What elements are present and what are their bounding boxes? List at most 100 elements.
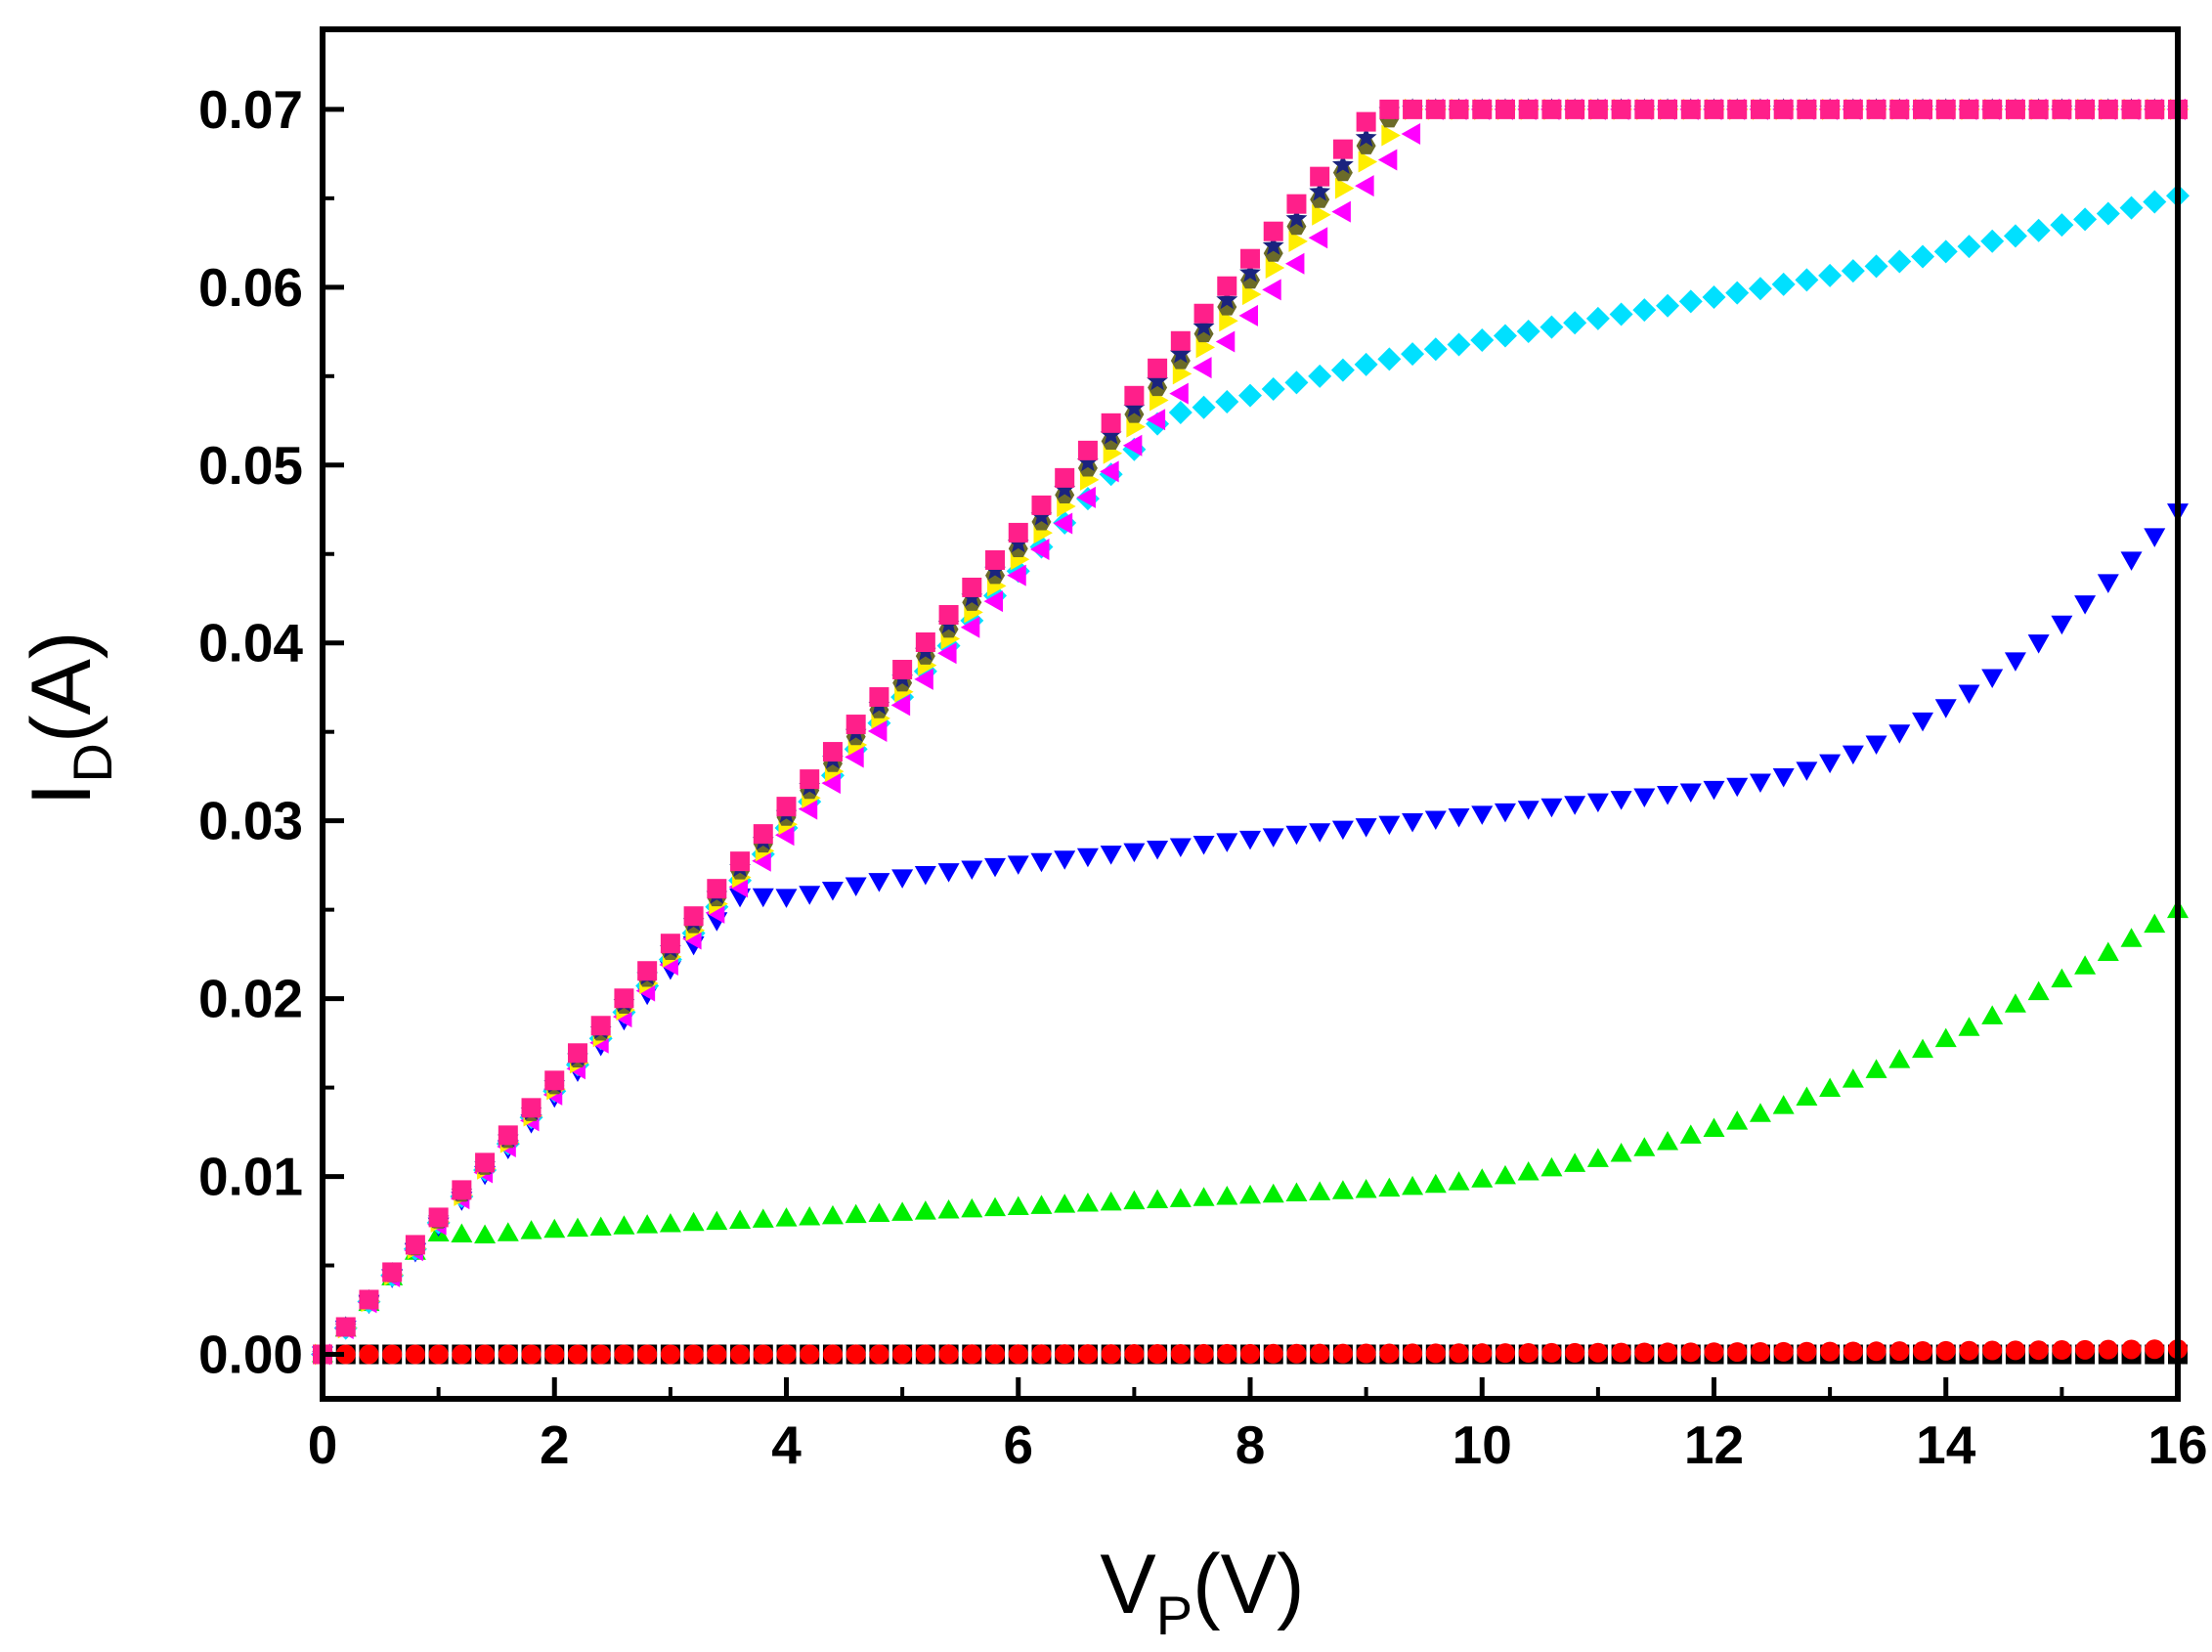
data-point-pink-square: [2145, 99, 2165, 119]
data-point-red-circle: [683, 1344, 704, 1365]
data-point-green-up-triangle: [1494, 1164, 1516, 1185]
data-point-olive-hexagon: [1170, 352, 1191, 370]
data-point-blue-down-triangle: [1030, 852, 1053, 873]
series-red-circle: [313, 1339, 2188, 1365]
data-point-cyan-diamond: [1330, 358, 1355, 382]
data-point-navy-star: [1262, 235, 1284, 255]
data-point-green-up-triangle: [2027, 980, 2050, 1001]
data-point-green-up-triangle: [1239, 1184, 1261, 1204]
data-point-cyan-diamond: [1980, 229, 2005, 253]
data-point-green-up-triangle: [1216, 1186, 1238, 1205]
data-point-green-up-triangle: [799, 1205, 821, 1226]
data-point-red-circle: [2121, 1339, 2142, 1360]
data-point-blue-down-triangle: [1657, 786, 1679, 805]
data-point-pink-square: [1518, 99, 1539, 119]
data-point-green-up-triangle: [752, 1208, 774, 1228]
data-point-green-up-triangle: [1888, 1049, 1911, 1068]
data-point-cyan-diamond: [1308, 364, 1332, 388]
data-point-pink-square: [1634, 99, 1655, 119]
x-axis-title: VP(V): [1100, 1538, 1304, 1646]
data-point-green-up-triangle: [2051, 968, 2073, 988]
x-tick-label: 16: [2147, 1414, 2207, 1475]
data-point-pink-square: [2005, 99, 2025, 119]
data-point-pink-square: [637, 961, 658, 981]
data-point-green-up-triangle: [497, 1222, 519, 1241]
data-point-pink-square: [938, 604, 959, 625]
data-point-blue-down-triangle: [1888, 724, 1911, 744]
data-point-red-circle: [475, 1344, 496, 1365]
data-point-green-up-triangle: [1912, 1038, 1934, 1059]
data-point-red-circle: [707, 1344, 727, 1365]
data-point-pink-square: [428, 1207, 449, 1228]
data-point-red-circle: [2098, 1339, 2118, 1360]
data-point-pink-square: [1982, 99, 2003, 119]
data-point-red-circle: [1449, 1343, 1469, 1364]
data-point-blue-down-triangle: [1331, 820, 1354, 841]
data-point-red-circle: [1704, 1342, 1724, 1363]
data-point-pink-square: [335, 1317, 356, 1337]
y-axis-title-main: I: [15, 783, 108, 806]
data-point-pink-square: [1055, 467, 1075, 488]
data-point-red-circle: [1379, 1343, 1400, 1364]
data-point-green-up-triangle: [474, 1224, 497, 1244]
data-point-pink-square: [405, 1235, 425, 1255]
data-point-magenta-left-triangle: [1377, 149, 1398, 171]
data-point-red-circle: [1750, 1341, 1770, 1362]
data-point-pink-square: [521, 1098, 542, 1118]
x-tick-label: 4: [771, 1414, 802, 1475]
data-point-blue-down-triangle: [1239, 830, 1261, 850]
data-point-blue-down-triangle: [821, 882, 844, 901]
data-point-blue-down-triangle: [2027, 634, 2050, 654]
data-point-green-up-triangle: [682, 1211, 705, 1232]
data-point-olive-hexagon: [1148, 378, 1168, 397]
data-point-pink-square: [1332, 139, 1353, 159]
data-point-red-circle: [938, 1344, 959, 1365]
data-point-pink-square: [567, 1043, 587, 1064]
data-point-cyan-diamond: [1238, 383, 1262, 408]
series-blue-down-triangle: [312, 503, 2189, 1367]
data-point-magenta-left-triangle: [1007, 564, 1026, 587]
data-point-magenta-left-triangle: [1029, 539, 1050, 561]
data-point-green-up-triangle: [520, 1220, 542, 1239]
data-point-red-circle: [1170, 1343, 1191, 1364]
data-point-magenta-left-triangle: [1401, 122, 1421, 145]
data-point-green-up-triangle: [1796, 1086, 1818, 1107]
data-point-green-up-triangle: [1679, 1124, 1702, 1144]
data-point-cyan-diamond: [1423, 337, 1448, 362]
data-point-cyan-diamond: [1771, 272, 1796, 296]
data-point-red-circle: [1959, 1340, 1979, 1361]
data-point-red-circle: [1889, 1341, 1910, 1362]
data-point-red-circle: [1634, 1342, 1655, 1363]
data-point-red-circle: [359, 1344, 379, 1365]
data-point-cyan-diamond: [1493, 324, 1517, 348]
data-point-cyan-diamond: [1841, 259, 1865, 283]
x-tick-label: 14: [1916, 1414, 1976, 1475]
data-point-pink-square: [2075, 99, 2096, 119]
data-point-blue-down-triangle: [1586, 793, 1609, 813]
data-point-red-circle: [452, 1344, 472, 1365]
x-tick-label: 0: [308, 1414, 338, 1475]
data-point-cyan-diamond: [1725, 281, 1750, 305]
data-point-red-circle: [1403, 1343, 1423, 1364]
data-point-navy-star: [1239, 261, 1261, 283]
data-point-navy-star: [1331, 153, 1354, 174]
data-point-blue-down-triangle: [2144, 528, 2166, 547]
data-point-red-circle: [2075, 1339, 2096, 1360]
data-point-pink-square: [359, 1289, 379, 1310]
data-point-cyan-diamond: [2096, 201, 2120, 226]
data-point-red-circle: [2145, 1339, 2165, 1360]
data-point-blue-down-triangle: [799, 886, 821, 905]
data-point-green-up-triangle: [706, 1210, 728, 1231]
data-point-red-circle: [1332, 1343, 1353, 1364]
data-point-cyan-diamond: [1401, 342, 1425, 367]
data-point-green-up-triangle: [659, 1212, 681, 1233]
data-point-cyan-diamond: [1864, 254, 1888, 279]
data-point-green-up-triangle: [1193, 1187, 1215, 1206]
data-point-navy-star: [1285, 207, 1308, 229]
data-point-green-up-triangle: [566, 1217, 588, 1238]
data-point-cyan-diamond: [1516, 320, 1540, 344]
data-point-red-circle: [1495, 1343, 1515, 1364]
data-point-pink-square: [707, 879, 727, 899]
data-point-navy-star: [1169, 342, 1192, 364]
data-point-cyan-diamond: [1192, 395, 1216, 419]
